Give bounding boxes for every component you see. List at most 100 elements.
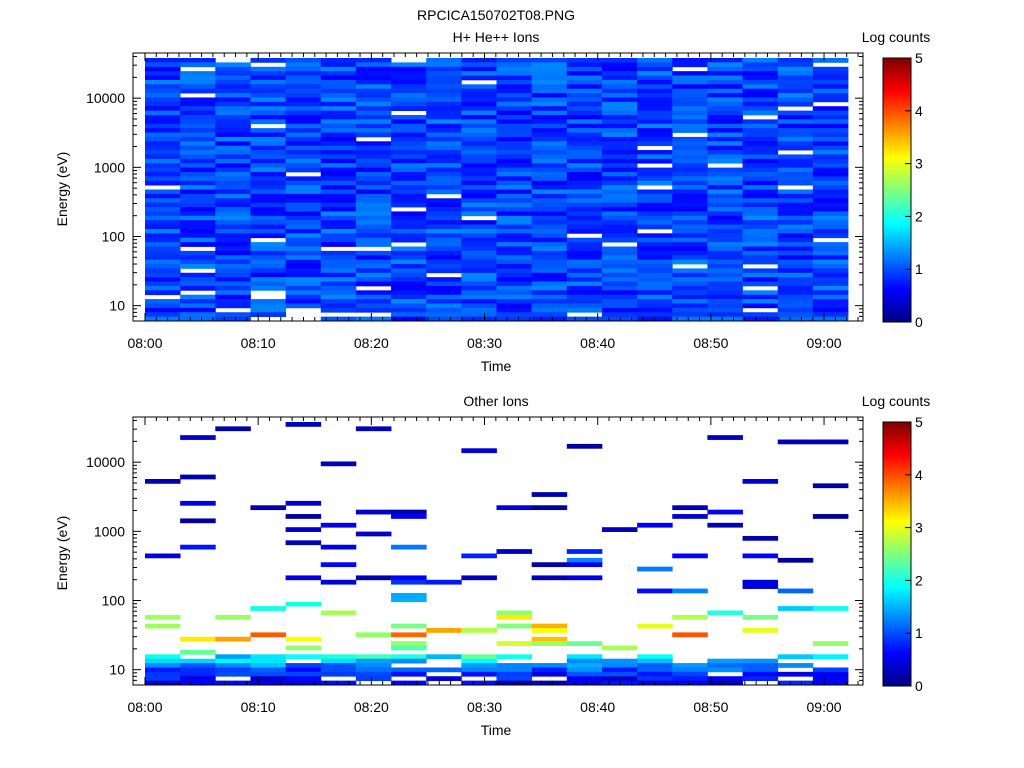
heatmap-cell	[461, 259, 497, 265]
heatmap-cell	[285, 667, 322, 673]
colorbar-segment	[883, 63, 911, 67]
heatmap-cell	[285, 255, 322, 261]
heatmap-cell	[320, 250, 357, 256]
heatmap-cell	[180, 193, 216, 199]
heatmap-cell	[777, 198, 814, 204]
heatmap-cell	[672, 220, 708, 225]
heatmap-cell	[812, 667, 849, 673]
heatmap-cell	[180, 264, 216, 269]
heatmap-cell	[215, 285, 251, 291]
heatmap-cell	[426, 202, 462, 208]
heatmap-cell	[426, 75, 462, 81]
colorbar-segment	[883, 569, 911, 573]
heatmap-cell	[637, 522, 673, 528]
heatmap-cell	[566, 207, 603, 212]
colorbar-segment	[883, 627, 911, 632]
heatmap-cell	[145, 193, 181, 199]
heatmap-cell	[812, 307, 849, 313]
heatmap-cell	[601, 202, 638, 208]
heatmap-cell	[215, 215, 251, 221]
heatmap-cell	[250, 75, 286, 81]
heatmap-cell	[566, 667, 603, 673]
colorbar-segment	[883, 675, 911, 679]
heatmap-cell	[777, 66, 814, 72]
heatmap-cell	[812, 58, 849, 63]
heatmap-cell	[601, 193, 638, 199]
heatmap-cell	[707, 299, 743, 304]
heatmap-cell	[777, 189, 814, 195]
heatmap-cell	[531, 154, 568, 160]
heatmap-cell	[355, 255, 392, 261]
heatmap-cell	[426, 106, 462, 111]
colorbar-segment	[883, 633, 911, 637]
heatmap-cell	[461, 176, 497, 182]
colorbar-segment	[883, 456, 911, 460]
heatmap-cell	[566, 228, 603, 234]
heatmap-cell	[426, 84, 462, 90]
heatmap-cell	[601, 189, 638, 195]
heatmap-cell	[777, 246, 814, 252]
heatmap-cell	[355, 163, 392, 168]
heatmap-cell	[742, 84, 779, 90]
heatmap-cell	[285, 676, 322, 682]
x-tick-label: 08:30	[467, 699, 502, 715]
heatmap-cell	[742, 671, 779, 677]
heatmap-cell	[461, 154, 497, 160]
heatmap-cell	[707, 193, 743, 199]
colorbar-segment	[883, 105, 911, 109]
heatmap-cell	[426, 676, 462, 682]
heatmap-cell	[496, 101, 533, 107]
heatmap-cell	[707, 272, 743, 278]
heatmap-cell	[637, 141, 673, 147]
heatmap-cell	[215, 198, 251, 204]
heatmap-cell	[742, 268, 779, 274]
heatmap-cell	[566, 171, 603, 177]
heatmap-cell	[461, 128, 497, 133]
heatmap-cell	[461, 75, 497, 81]
heatmap-cell	[250, 312, 286, 318]
heatmap-cell	[601, 663, 638, 668]
heatmap-cell	[531, 636, 568, 642]
heatmap-cell	[637, 211, 673, 217]
heatmap-cell	[496, 193, 533, 199]
heatmap-cell	[145, 75, 181, 81]
heatmap-cell	[215, 211, 251, 217]
heatmap-cell	[672, 163, 708, 168]
heatmap-cell	[320, 307, 357, 313]
heatmap-cell	[391, 215, 427, 221]
heatmap-cell	[812, 220, 849, 225]
heatmap-cell	[531, 79, 568, 85]
heatmap-cell	[355, 185, 392, 190]
heatmap-cell	[812, 145, 849, 151]
colorbar-segment	[883, 319, 911, 323]
colorbar-segment	[883, 81, 911, 85]
heatmap-cell	[601, 110, 638, 116]
heatmap-cell	[531, 211, 568, 217]
heatmap-cell	[672, 128, 708, 133]
heatmap-cell	[145, 154, 181, 160]
heatmap-cell	[391, 198, 427, 204]
heatmap-cell	[215, 154, 251, 160]
heatmap-cell	[742, 478, 779, 484]
heatmap-cell	[812, 185, 849, 190]
heatmap-cell	[461, 312, 497, 318]
heatmap-cell	[320, 150, 357, 155]
heatmap-cell	[742, 579, 779, 585]
heatmap-cell	[145, 654, 181, 660]
heatmap-cell	[285, 264, 322, 269]
heatmap-cell	[285, 242, 322, 247]
colorbar-segment	[883, 285, 911, 289]
heatmap-cell	[707, 84, 743, 90]
heatmap-cell	[672, 150, 708, 155]
heatmap-cell	[777, 163, 814, 168]
heatmap-cell	[180, 88, 216, 94]
heatmap-cell	[496, 93, 533, 98]
heatmap-cell	[320, 562, 357, 568]
heatmap-cell	[777, 128, 814, 133]
heatmap-cell	[461, 189, 497, 195]
heatmap-cell	[180, 154, 216, 160]
heatmap-cell	[145, 667, 181, 673]
heatmap-cell	[250, 84, 286, 90]
heatmap-cell	[637, 264, 673, 269]
